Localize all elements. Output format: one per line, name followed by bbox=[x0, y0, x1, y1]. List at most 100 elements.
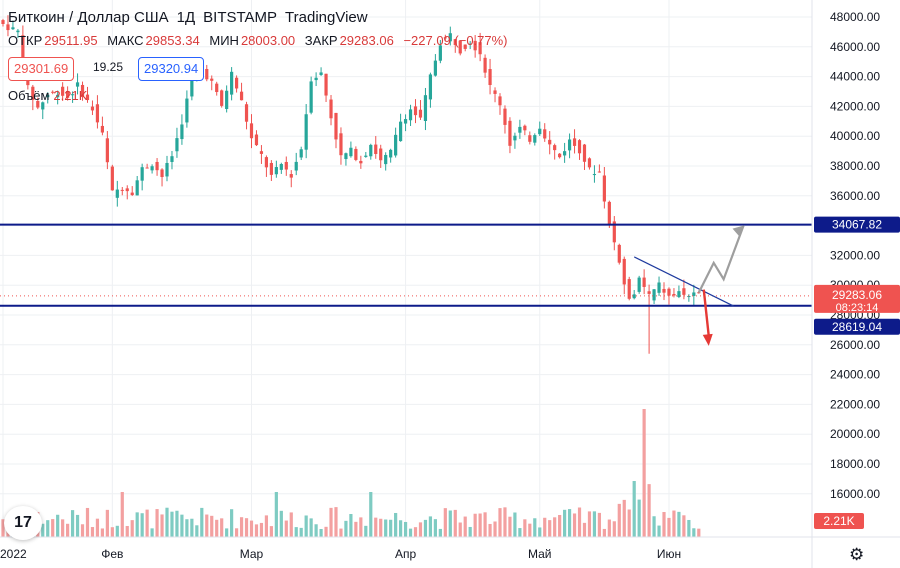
candle-body bbox=[493, 90, 497, 94]
candle-body bbox=[622, 258, 626, 285]
volume-bar bbox=[572, 513, 577, 537]
trendline bbox=[633, 256, 734, 307]
high-value: 29853.34 bbox=[145, 33, 200, 48]
candle-body bbox=[413, 106, 418, 116]
interval[interactable]: 1Д bbox=[176, 9, 196, 26]
volume-bar bbox=[682, 515, 686, 537]
candle-body bbox=[254, 134, 259, 146]
volume-bar bbox=[51, 519, 55, 537]
y-tick-label: 32000.00 bbox=[830, 248, 880, 262]
candle-body bbox=[1, 20, 5, 24]
candle-body bbox=[135, 180, 139, 196]
candle-body bbox=[682, 288, 686, 295]
resistance-price-tag-bg bbox=[814, 216, 900, 233]
candle-body bbox=[389, 149, 393, 158]
volume-bar bbox=[100, 528, 104, 537]
candle-body bbox=[692, 292, 696, 296]
y-tick-label: 18000.00 bbox=[830, 457, 880, 471]
candle-body bbox=[115, 189, 119, 198]
candle-body bbox=[577, 140, 582, 154]
gear-icon[interactable]: ⚙ bbox=[849, 545, 865, 564]
candle-body bbox=[478, 42, 482, 55]
candle-body bbox=[687, 296, 691, 298]
candle-body bbox=[657, 282, 661, 293]
symbol-name[interactable]: Биткоин / Доллар США bbox=[8, 9, 169, 26]
candle-body bbox=[269, 162, 273, 175]
candle-body bbox=[80, 84, 85, 98]
volume-bar bbox=[577, 507, 582, 537]
volume-bar bbox=[130, 520, 134, 537]
volume-bar bbox=[399, 520, 403, 537]
candle-body bbox=[140, 167, 144, 181]
volume-bar bbox=[369, 492, 373, 537]
volume-bar bbox=[334, 507, 338, 537]
sell-button[interactable]: 29301.69 bbox=[8, 57, 75, 81]
candle-body bbox=[592, 174, 597, 176]
candle-body bbox=[85, 94, 90, 101]
volume-bar bbox=[428, 516, 433, 537]
buy-button[interactable]: 29320.94 bbox=[138, 57, 205, 81]
candle-body bbox=[354, 148, 358, 160]
candle-body bbox=[513, 135, 517, 141]
volume-bar bbox=[374, 517, 378, 537]
candle-body bbox=[468, 43, 472, 45]
volume-bar bbox=[319, 528, 323, 537]
candle-body bbox=[160, 169, 164, 178]
candle-body bbox=[90, 106, 95, 111]
candle-body bbox=[488, 69, 492, 86]
low-value: 28003.00 bbox=[240, 33, 296, 48]
volume-bar bbox=[259, 522, 264, 537]
candle-body bbox=[31, 86, 35, 100]
volume-bar bbox=[90, 527, 95, 537]
y-tick-label: 16000.00 bbox=[830, 487, 880, 501]
candle-body bbox=[597, 171, 601, 173]
volume-bar bbox=[563, 509, 567, 537]
volume-bar bbox=[140, 513, 144, 537]
arrow-head bbox=[702, 333, 713, 346]
spread-value: 19.25 bbox=[93, 60, 124, 74]
volume-bar bbox=[468, 526, 472, 537]
candle-body bbox=[56, 94, 60, 98]
support-price-tag-bg bbox=[814, 318, 900, 335]
candle-body bbox=[418, 109, 423, 118]
volume-bar bbox=[498, 508, 502, 537]
volume-bar bbox=[110, 527, 114, 537]
volume-bar bbox=[145, 509, 149, 537]
candle-body bbox=[289, 174, 293, 178]
volume-bar bbox=[548, 520, 552, 537]
candle-body bbox=[697, 292, 701, 294]
candle-body bbox=[677, 291, 681, 298]
volume-bar bbox=[95, 518, 100, 537]
y-tick-label: 48000.00 bbox=[830, 10, 880, 24]
support-price-tag: 28619.04 bbox=[832, 320, 882, 334]
volume-bar bbox=[508, 516, 512, 537]
volume-bar bbox=[249, 520, 254, 537]
low-label: МИН bbox=[209, 33, 239, 48]
tradingview-logo[interactable]: 17 bbox=[4, 506, 42, 540]
candle-body bbox=[264, 157, 269, 168]
candle-body bbox=[36, 100, 40, 108]
candle-body bbox=[244, 104, 249, 122]
candle-body bbox=[16, 30, 20, 33]
last-price-tag-bg bbox=[814, 284, 900, 313]
volume-bar bbox=[150, 528, 154, 537]
candle-body bbox=[503, 108, 507, 125]
y-tick-label: 42000.00 bbox=[830, 99, 880, 113]
volume-bar bbox=[56, 514, 60, 537]
volume-bar bbox=[558, 514, 562, 537]
x-tick-label: 2022 bbox=[0, 547, 27, 561]
candle-body bbox=[448, 33, 452, 42]
candle-body bbox=[6, 24, 10, 31]
candle-body bbox=[274, 167, 278, 175]
candle-body bbox=[582, 144, 587, 162]
countdown-tag: 08:23:14 bbox=[836, 302, 879, 314]
candle-body bbox=[558, 153, 562, 158]
volume-bar bbox=[647, 484, 651, 537]
candle-body bbox=[61, 86, 65, 96]
candle-body bbox=[518, 126, 522, 133]
volume-bar bbox=[637, 499, 641, 537]
volume-bar bbox=[279, 510, 283, 537]
